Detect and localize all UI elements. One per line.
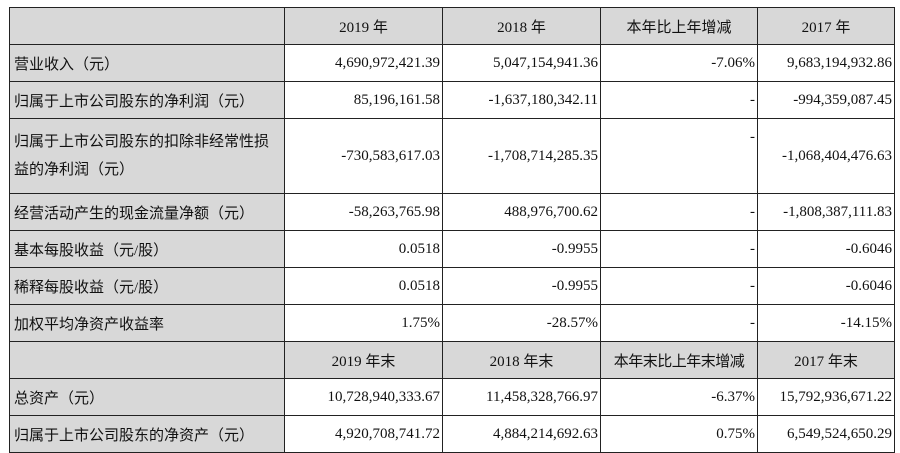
header-cell: 2017 年 [757,7,895,45]
header-cell [9,7,285,45]
cell: - [600,230,758,268]
cell: -58,263,765.98 [284,193,443,231]
cell: - [600,118,758,194]
table-row: 归属于上市公司股东的扣除非经常性损益的净利润（元） -730,583,617.0… [9,118,895,194]
cell: -6.37% [600,378,758,416]
cell: 4,690,972,421.39 [284,44,443,82]
header-cell: 2019 年 [284,7,443,45]
cell: 0.0518 [284,230,443,268]
cell: 85,196,161.58 [284,81,443,119]
cell: 4,920,708,741.72 [284,415,443,453]
table-header-row: 2019 年末 2018 年末 本年末比上年末增减 2017 年末 [9,341,895,379]
table-row: 归属于上市公司股东的净资产（元） 4,920,708,741.72 4,884,… [9,415,895,453]
cell: -14.15% [757,304,895,342]
cell: 0.0518 [284,267,443,305]
cell: 5,047,154,941.36 [442,44,601,82]
cell: - [600,267,758,305]
row-label: 归属于上市公司股东的净利润（元） [9,81,285,119]
cell: 488,976,700.62 [442,193,601,231]
cell: 4,884,214,692.63 [442,415,601,453]
table-header-row: 2019 年 2018 年 本年比上年增减 2017 年 [9,7,895,45]
cell: 10,728,940,333.67 [284,378,443,416]
cell: -28.57% [442,304,601,342]
table-row: 营业收入（元） 4,690,972,421.39 5,047,154,941.3… [9,44,895,82]
cell: -0.6046 [757,267,895,305]
cell: 6,549,524,650.29 [757,415,895,453]
row-label: 基本每股收益（元/股） [9,230,285,268]
cell: 11,458,328,766.97 [442,378,601,416]
row-label: 营业收入（元） [9,44,285,82]
cell: 9,683,194,932.86 [757,44,895,82]
table-row: 归属于上市公司股东的净利润（元） 85,196,161.58 -1,637,18… [9,81,895,119]
table-row: 稀释每股收益（元/股） 0.0518 -0.9955 - -0.6046 [9,267,895,305]
cell: 0.75% [600,415,758,453]
cell: -1,068,404,476.63 [757,118,895,194]
cell: -1,808,387,111.83 [757,193,895,231]
table-row: 加权平均净资产收益率 1.75% -28.57% - -14.15% [9,304,895,342]
cell: -994,359,087.45 [757,81,895,119]
row-label: 总资产（元） [9,378,285,416]
cell: -730,583,617.03 [284,118,443,194]
cell: -1,708,714,285.35 [442,118,601,194]
header-cell: 本年比上年增减 [600,7,758,45]
header-cell [9,341,285,379]
row-label: 加权平均净资产收益率 [9,304,285,342]
financial-summary-table: 2019 年 2018 年 本年比上年增减 2017 年 营业收入（元） 4,6… [9,7,895,453]
header-cell: 2018 年末 [442,341,601,379]
cell: - [600,304,758,342]
cell: -0.6046 [757,230,895,268]
header-cell: 2018 年 [442,7,601,45]
header-cell: 2019 年末 [284,341,443,379]
cell: 15,792,936,671.22 [757,378,895,416]
cell: 1.75% [284,304,443,342]
row-label: 稀释每股收益（元/股） [9,267,285,305]
cell: - [600,193,758,231]
table-row: 经营活动产生的现金流量净额（元） -58,263,765.98 488,976,… [9,193,895,231]
cell: -1,637,180,342.11 [442,81,601,119]
cell: -0.9955 [442,230,601,268]
cell: - [600,81,758,119]
table-row: 总资产（元） 10,728,940,333.67 11,458,328,766.… [9,378,895,416]
row-label: 经营活动产生的现金流量净额（元） [9,193,285,231]
table-row: 基本每股收益（元/股） 0.0518 -0.9955 - -0.6046 [9,230,895,268]
cell: -7.06% [600,44,758,82]
header-cell: 本年末比上年末增减 [600,341,758,379]
header-cell: 2017 年末 [757,341,895,379]
row-label: 归属于上市公司股东的扣除非经常性损益的净利润（元） [9,118,285,194]
cell: -0.9955 [442,267,601,305]
row-label: 归属于上市公司股东的净资产（元） [9,415,285,453]
